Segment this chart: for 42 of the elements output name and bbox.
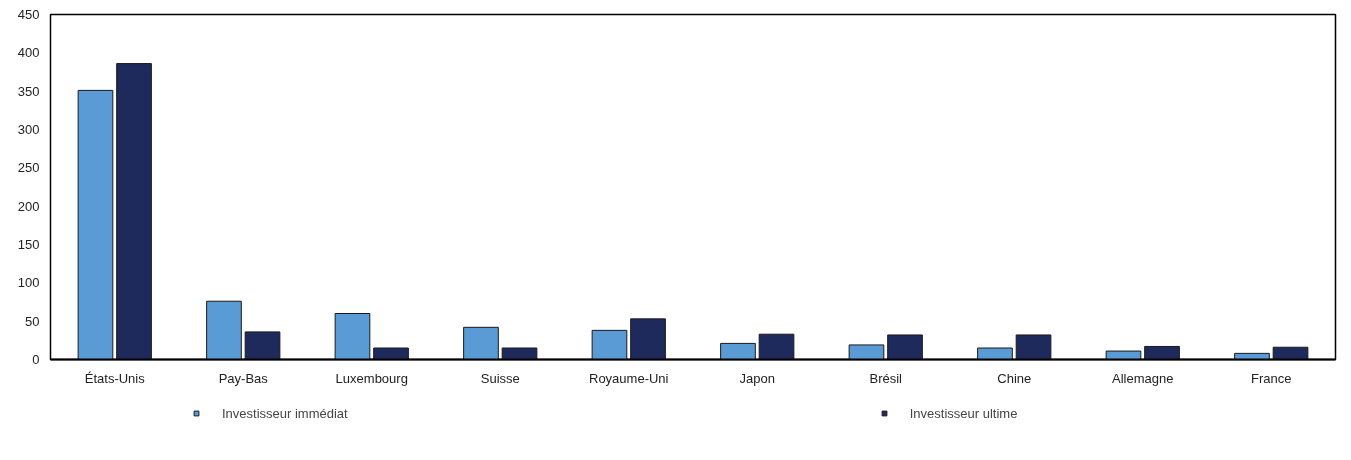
bar (1105, 350, 1142, 360)
bar (463, 326, 499, 360)
y-tick-label: 250 (17, 160, 40, 176)
bar (591, 329, 628, 360)
bar (334, 313, 371, 360)
bar (1234, 352, 1270, 360)
bar (501, 347, 538, 360)
bar (206, 300, 242, 360)
x-tick-label: États-Unis (84, 370, 146, 386)
y-tick-label: 300 (17, 122, 40, 137)
x-tick-label: Luxembourg (335, 370, 408, 386)
x-tick-label: Japon (739, 370, 775, 386)
y-tick-label: 400 (17, 45, 40, 61)
y-tick-label: 350 (17, 83, 40, 99)
y-tick-label: 100 (17, 275, 40, 291)
y-tick-label: 150 (17, 237, 40, 252)
y-tick-label: 0 (32, 352, 40, 367)
bar (977, 347, 1013, 360)
x-tick-label: Chine (997, 370, 1032, 386)
x-tick-label: Brésil (869, 370, 903, 386)
bar (1144, 345, 1180, 360)
x-tick-label: Suisse (480, 370, 520, 386)
bar (887, 334, 923, 360)
bar (1015, 334, 1052, 360)
bar (244, 331, 281, 360)
bar (630, 318, 666, 360)
bar (373, 347, 409, 360)
bar (77, 89, 114, 360)
bar (116, 63, 152, 360)
bar (720, 342, 756, 360)
x-tick-label: France (1251, 370, 1292, 386)
legend-label: Investisseur ultime (909, 405, 1018, 421)
bar (848, 344, 885, 360)
x-tick-label: Royaume-Uni (589, 370, 669, 386)
x-tick-label: Allemagne (1112, 370, 1174, 386)
y-tick-label: 200 (17, 198, 40, 214)
y-tick-label: 450 (17, 7, 40, 22)
bar (1272, 346, 1309, 360)
bar (758, 333, 795, 360)
legend-label: Investisseur immédiat (222, 405, 348, 421)
y-tick-label: 50 (25, 313, 40, 329)
x-tick-label: Pay-Bas (218, 370, 269, 386)
